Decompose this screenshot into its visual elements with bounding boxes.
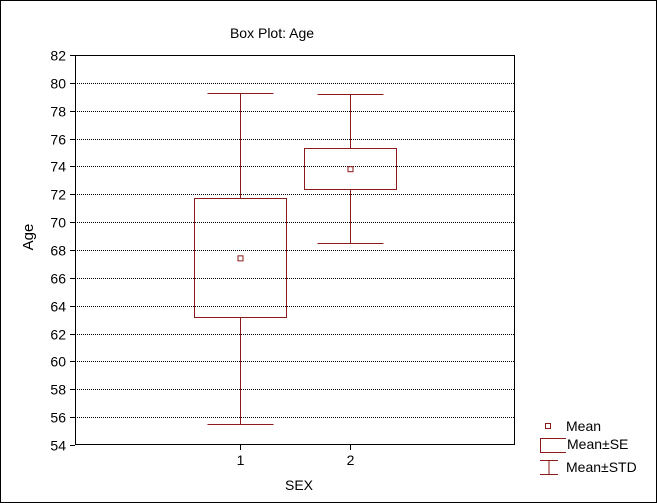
legend-std-label: Mean±STD: [566, 459, 637, 475]
x-tick-label: 1: [237, 452, 245, 468]
y-tick-label: 62: [50, 327, 66, 343]
y-tick-label: 68: [50, 243, 66, 259]
legend-item-mean: Mean: [545, 418, 601, 434]
y-tick-label: 66: [50, 271, 66, 287]
axis-ticks: 54 56 58 60 62 64 66 68 70 72 74 76 78 80 82 1 2: [50, 48, 354, 469]
y-tick-label: 60: [50, 354, 66, 370]
legend-std-marker: [540, 460, 558, 475]
x-axis-label: SEX: [285, 477, 314, 493]
y-tick-label: 74: [50, 159, 66, 175]
se-box: [304, 148, 397, 190]
y-tick-label: 82: [50, 48, 66, 64]
legend-mean-label: Mean: [566, 418, 601, 434]
y-tick-label: 56: [50, 410, 66, 426]
y-tick-label: 70: [50, 215, 66, 231]
y-tick-label: 72: [50, 187, 66, 203]
y-tick-label: 76: [50, 132, 66, 148]
y-tick-label: 80: [50, 76, 66, 92]
x-tick-label: 2: [347, 452, 355, 468]
y-tick-label: 58: [50, 382, 66, 398]
y-tick-label: 64: [50, 299, 66, 315]
legend-mean-marker: [545, 423, 551, 429]
y-axis-label: Age: [20, 224, 37, 251]
mean-marker: [237, 255, 244, 262]
legend-se-marker: [540, 438, 566, 453]
chart-title: Box Plot: Age: [230, 25, 314, 41]
data-marks: [194, 93, 397, 425]
se-box: [194, 198, 287, 318]
legend-item-se: Mean±SE: [540, 436, 628, 453]
box-group-2: [304, 94, 397, 244]
legend: Mean Mean±SE Mean±STD: [540, 418, 637, 475]
y-tick-label: 54: [50, 438, 66, 454]
y-tick-label: 78: [50, 104, 66, 120]
legend-se-label: Mean±SE: [567, 436, 628, 452]
legend-item-std: Mean±STD: [540, 459, 637, 475]
mean-marker: [347, 166, 354, 173]
grid-lines: [75, 83, 515, 418]
plot-area-frame: [75, 55, 515, 445]
box-group-1: [194, 93, 287, 425]
